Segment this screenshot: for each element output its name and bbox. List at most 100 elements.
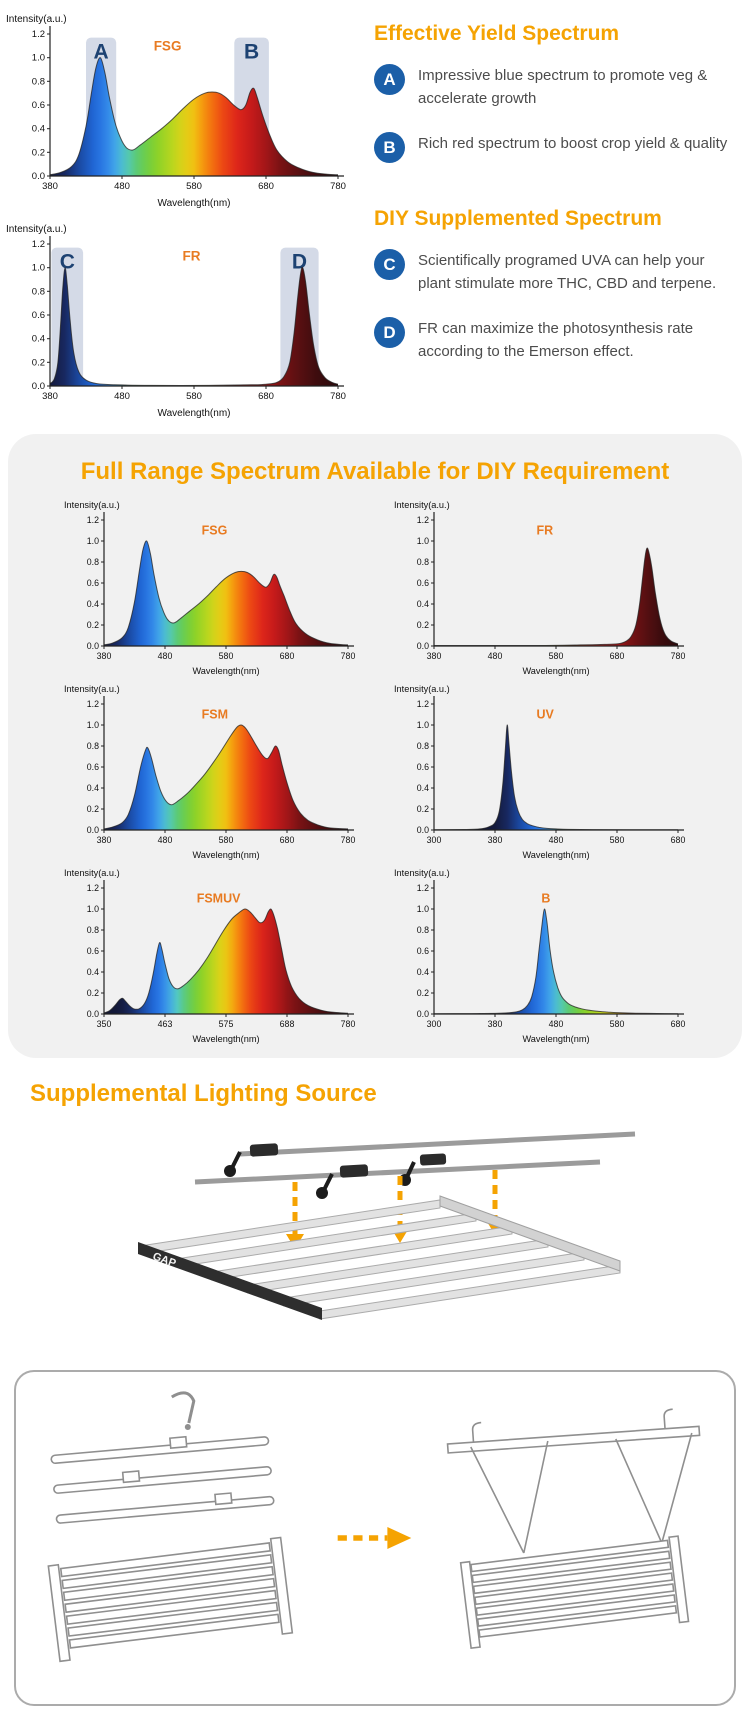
svg-text:0.6: 0.6	[417, 762, 429, 772]
svg-text:1.2: 1.2	[417, 699, 429, 709]
svg-text:FSM: FSM	[202, 708, 228, 722]
effective-yield-heading: Effective Yield Spectrum	[374, 22, 620, 45]
svg-text:0.6: 0.6	[417, 946, 429, 956]
svg-text:Wavelength(nm): Wavelength(nm)	[158, 198, 231, 209]
chart-fsmuv: 0.0 0.2 0.4 0.6 0.8 1.0 1.2 350 463 575 688 780 Inte…	[60, 864, 360, 1046]
svg-text:1.2: 1.2	[32, 239, 45, 250]
svg-text:0.0: 0.0	[417, 1009, 429, 1019]
supplemental-section: Supplemental Lighting Source	[0, 1058, 750, 1354]
svg-text:Wavelength(nm): Wavelength(nm)	[522, 1034, 589, 1044]
chart-fsm: 0.0 0.2 0.4 0.6 0.8 1.0 1.2 380 480 580 680 780 Inte…	[60, 680, 360, 862]
svg-text:0.6: 0.6	[87, 578, 99, 588]
badge-b: B	[374, 132, 405, 163]
right-arrow-icon	[337, 1526, 411, 1550]
svg-text:1.0: 1.0	[417, 904, 429, 914]
svg-text:Wavelength(nm): Wavelength(nm)	[192, 666, 259, 676]
svg-text:780: 780	[671, 651, 686, 661]
fixture-bar-stack	[47, 1536, 294, 1663]
svg-text:480: 480	[158, 651, 173, 661]
fixture-brand-label: GAP	[151, 1251, 178, 1270]
svg-text:1.0: 1.0	[87, 904, 99, 914]
svg-text:463: 463	[158, 1019, 173, 1029]
svg-text:D: D	[292, 251, 307, 274]
svg-text:1.2: 1.2	[417, 515, 429, 525]
assembled-fixture-drawing	[447, 1408, 701, 1650]
svg-text:0.4: 0.4	[417, 783, 429, 793]
svg-text:480: 480	[114, 391, 130, 402]
full-range-heading: Full Range Spectrum Available for DIY Re…	[80, 458, 670, 485]
svg-text:0.2: 0.2	[417, 988, 429, 998]
svg-text:680: 680	[671, 1019, 686, 1029]
svg-text:680: 680	[610, 651, 625, 661]
svg-text:0.4: 0.4	[87, 783, 99, 793]
svg-text:480: 480	[549, 1019, 564, 1029]
svg-text:1.0: 1.0	[87, 720, 99, 730]
svg-text:0.8: 0.8	[417, 925, 429, 935]
badge-c: C	[374, 249, 405, 280]
svg-text:580: 580	[549, 651, 564, 661]
svg-text:1.0: 1.0	[417, 720, 429, 730]
svg-text:380: 380	[97, 651, 112, 661]
svg-text:380: 380	[488, 835, 503, 845]
svg-text:A: A	[94, 41, 109, 64]
svg-text:780: 780	[341, 651, 356, 661]
svg-text:0.6: 0.6	[417, 578, 429, 588]
benefit-item-a: A Impressive blue spectrum to promote ve…	[374, 62, 730, 110]
svg-text:780: 780	[330, 391, 346, 402]
svg-text:0.8: 0.8	[87, 741, 99, 751]
svg-text:580: 580	[610, 1019, 625, 1029]
hanger-hook	[171, 1391, 196, 1424]
full-range-panel: Full Range Spectrum Available for DIY Re…	[8, 434, 742, 1058]
chart-b: 0.0 0.2 0.4 0.6 0.8 1.0 1.2 300 380 480 580 680 Inte…	[390, 864, 690, 1046]
svg-text:0.4: 0.4	[87, 599, 99, 609]
svg-text:0.4: 0.4	[32, 124, 45, 135]
supplemental-rails	[194, 1131, 636, 1185]
svg-text:380: 380	[42, 391, 58, 402]
svg-text:0.0: 0.0	[417, 825, 429, 835]
svg-text:0.0: 0.0	[87, 1009, 99, 1019]
svg-text:300: 300	[427, 835, 442, 845]
chart-fsg-main: A B 0.0 0.2 0.4 0.6 0.8 1.0 1.2 380 480 580 680 780 In…	[2, 10, 358, 210]
benefits-column: Effective Yield Spectrum A Impressive bl…	[358, 6, 742, 420]
svg-text:580: 580	[186, 181, 202, 192]
svg-text:FR: FR	[537, 524, 554, 538]
svg-text:0.0: 0.0	[87, 641, 99, 651]
svg-text:0.6: 0.6	[32, 310, 45, 321]
svg-text:0.4: 0.4	[32, 334, 45, 345]
svg-text:C: C	[60, 251, 75, 274]
svg-text:680: 680	[258, 181, 274, 192]
svg-text:1.2: 1.2	[87, 515, 99, 525]
supplemental-bars	[50, 1435, 275, 1524]
svg-text:Intensity(a.u.): Intensity(a.u.)	[394, 868, 450, 878]
benefit-item-d: D FR can maximize the photosynthesis rat…	[374, 315, 730, 363]
svg-text:1.0: 1.0	[417, 536, 429, 546]
spectrum-chart-grid: 0.0 0.2 0.4 0.6 0.8 1.0 1.2 380 480 580 680 780 Inte…	[8, 496, 742, 1046]
svg-text:0.2: 0.2	[32, 147, 45, 158]
supplemental-heading: Supplemental Lighting Source	[30, 1080, 377, 1107]
svg-text:688: 688	[280, 1019, 295, 1029]
benefit-text-a: Impressive blue spectrum to promote veg …	[418, 67, 708, 107]
badge-d: D	[374, 317, 405, 348]
chart-uv: 0.0 0.2 0.4 0.6 0.8 1.0 1.2 300 380 480 580 680 Inte…	[390, 680, 690, 862]
svg-text:680: 680	[671, 835, 686, 845]
svg-text:1.2: 1.2	[417, 883, 429, 893]
svg-text:Intensity(a.u.): Intensity(a.u.)	[64, 500, 120, 510]
svg-text:Wavelength(nm): Wavelength(nm)	[522, 850, 589, 860]
svg-text:0.6: 0.6	[87, 946, 99, 956]
svg-text:Intensity(a.u.): Intensity(a.u.)	[6, 14, 67, 25]
svg-text:0.8: 0.8	[32, 76, 45, 87]
svg-text:0.0: 0.0	[32, 381, 45, 392]
svg-text:380: 380	[97, 835, 112, 845]
svg-text:0.2: 0.2	[87, 804, 99, 814]
svg-text:Wavelength(nm): Wavelength(nm)	[522, 666, 589, 676]
svg-text:0.6: 0.6	[32, 100, 45, 111]
top-charts-column: A B 0.0 0.2 0.4 0.6 0.8 1.0 1.2 380 480 580 680 780 In…	[2, 6, 358, 420]
benefit-text-d: FR can maximize the photosynthesis rate …	[418, 320, 694, 360]
svg-text:380: 380	[427, 651, 442, 661]
svg-text:350: 350	[97, 1019, 112, 1029]
svg-text:B: B	[244, 41, 259, 64]
svg-text:580: 580	[610, 835, 625, 845]
svg-text:300: 300	[427, 1019, 442, 1029]
svg-text:780: 780	[341, 1019, 356, 1029]
svg-text:Wavelength(nm): Wavelength(nm)	[192, 850, 259, 860]
